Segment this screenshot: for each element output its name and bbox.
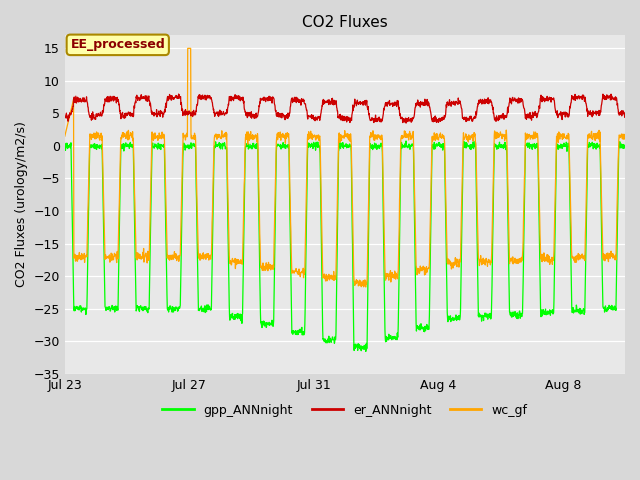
wc_gf — [621, 134, 629, 140]
er_ANNnight — [175, 91, 182, 97]
wc_gf — [360, 278, 367, 284]
gpp_ANNnight — [94, 144, 102, 150]
wc_gf — [362, 284, 370, 290]
er_ANNnight — [61, 112, 68, 118]
er_ANNnight — [402, 120, 410, 126]
gpp_ANNnight — [545, 311, 552, 317]
er_ANNnight — [94, 111, 102, 117]
er_ANNnight — [311, 115, 319, 120]
wc_gf — [545, 259, 552, 265]
gpp_ANNnight — [301, 306, 309, 312]
Line: er_ANNnight: er_ANNnight — [65, 94, 625, 123]
wc_gf — [301, 237, 309, 242]
Legend: gpp_ANNnight, er_ANNnight, wc_gf: gpp_ANNnight, er_ANNnight, wc_gf — [157, 398, 532, 421]
Line: gpp_ANNnight: gpp_ANNnight — [65, 141, 625, 351]
gpp_ANNnight — [402, 138, 410, 144]
wc_gf — [61, 133, 68, 139]
er_ANNnight — [301, 101, 309, 107]
er_ANNnight — [621, 110, 629, 116]
wc_gf — [94, 132, 102, 138]
wc_gf — [184, 46, 191, 51]
Y-axis label: CO2 Fluxes (urology/m2/s): CO2 Fluxes (urology/m2/s) — [15, 121, 28, 288]
gpp_ANNnight — [621, 144, 629, 149]
er_ANNnight — [422, 102, 429, 108]
gpp_ANNnight — [422, 328, 429, 334]
er_ANNnight — [545, 95, 552, 101]
gpp_ANNnight — [310, 144, 318, 149]
gpp_ANNnight — [61, 145, 68, 151]
er_ANNnight — [360, 99, 367, 105]
gpp_ANNnight — [359, 346, 367, 352]
gpp_ANNnight — [362, 348, 370, 354]
Text: EE_processed: EE_processed — [70, 38, 165, 51]
Line: wc_gf: wc_gf — [65, 48, 625, 287]
Title: CO2 Fluxes: CO2 Fluxes — [302, 15, 388, 30]
wc_gf — [422, 272, 429, 277]
wc_gf — [311, 132, 319, 138]
